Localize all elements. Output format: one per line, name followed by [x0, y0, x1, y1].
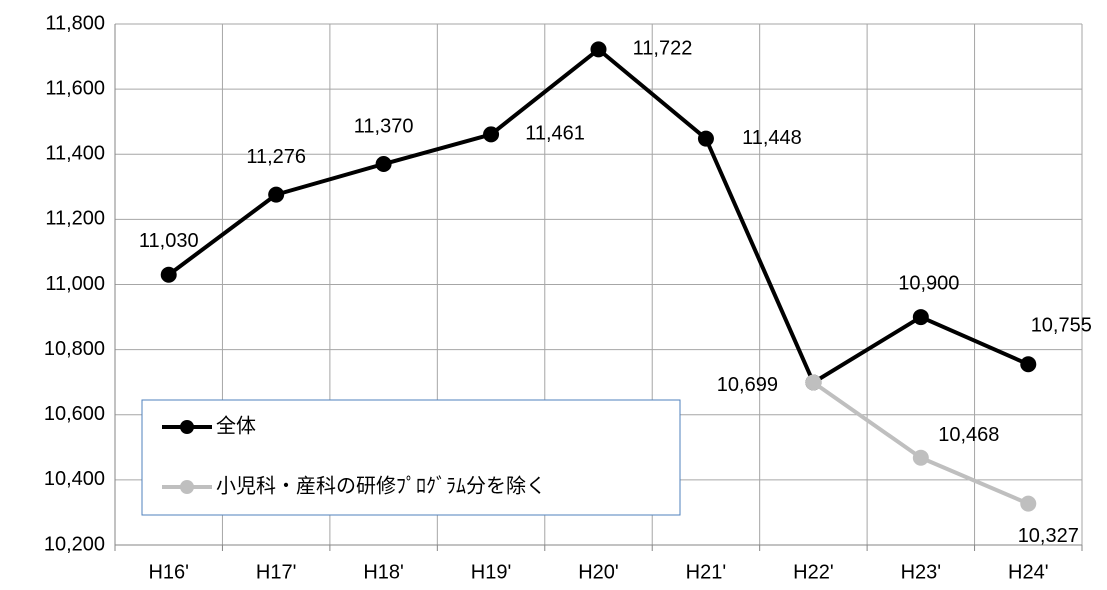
legend-marker: [180, 480, 194, 494]
data-point: [375, 156, 392, 173]
y-tick-label: 11,600: [45, 77, 105, 99]
x-tick-label: H20': [578, 561, 619, 583]
data-label: 11,722: [633, 38, 693, 60]
series-line: [167, 47, 1030, 385]
x-tick-label: H23': [901, 561, 942, 583]
legend-box: [141, 399, 681, 516]
data-label: 10,755: [1031, 315, 1092, 337]
y-tick-label: 10,600: [44, 403, 105, 425]
y-tick-label: 11,200: [45, 208, 105, 230]
data-label: 10,900: [898, 272, 959, 294]
data-point: [912, 449, 929, 466]
x-tick-label: H17': [256, 561, 297, 583]
data-label: 11,461: [525, 123, 585, 145]
data-point: [912, 309, 929, 326]
data-point: [483, 126, 500, 143]
y-tick-label: 10,400: [44, 468, 105, 490]
x-tick-label: H19': [471, 561, 512, 583]
y-tick-label: 11,400: [45, 143, 105, 165]
x-tick-label: H24': [1008, 561, 1049, 583]
legend-label: 全体: [216, 414, 256, 437]
y-tick-label: 11,800: [45, 12, 105, 34]
x-tick-label: H16': [148, 561, 189, 583]
data-point: [1020, 495, 1037, 512]
x-tick-label: H22': [793, 561, 834, 583]
legend-label: 小児科・産科の研修ﾌﾟﾛｸﾞﾗﾑ分を除く: [216, 474, 546, 497]
y-tick-label: 11,000: [45, 273, 105, 295]
legend-marker: [180, 420, 194, 434]
data-point: [590, 41, 607, 58]
data-label: 10,468: [938, 424, 999, 446]
data-label: 11,448: [742, 127, 802, 149]
data-label: 11,370: [354, 115, 414, 137]
x-tick-label: H18': [363, 561, 404, 583]
data-label: 10,327: [1018, 525, 1079, 547]
data-point: [268, 186, 285, 203]
data-point: [697, 130, 714, 147]
data-point: [805, 374, 822, 391]
data-label: 10,699: [717, 374, 778, 396]
data-point: [1020, 356, 1037, 373]
data-label: 11,276: [246, 146, 306, 168]
data-label: 11,030: [139, 230, 199, 252]
x-tick-label: H21': [686, 561, 727, 583]
y-tick-label: 10,200: [44, 533, 105, 555]
y-tick-label: 10,800: [44, 338, 105, 360]
data-point: [160, 266, 177, 283]
